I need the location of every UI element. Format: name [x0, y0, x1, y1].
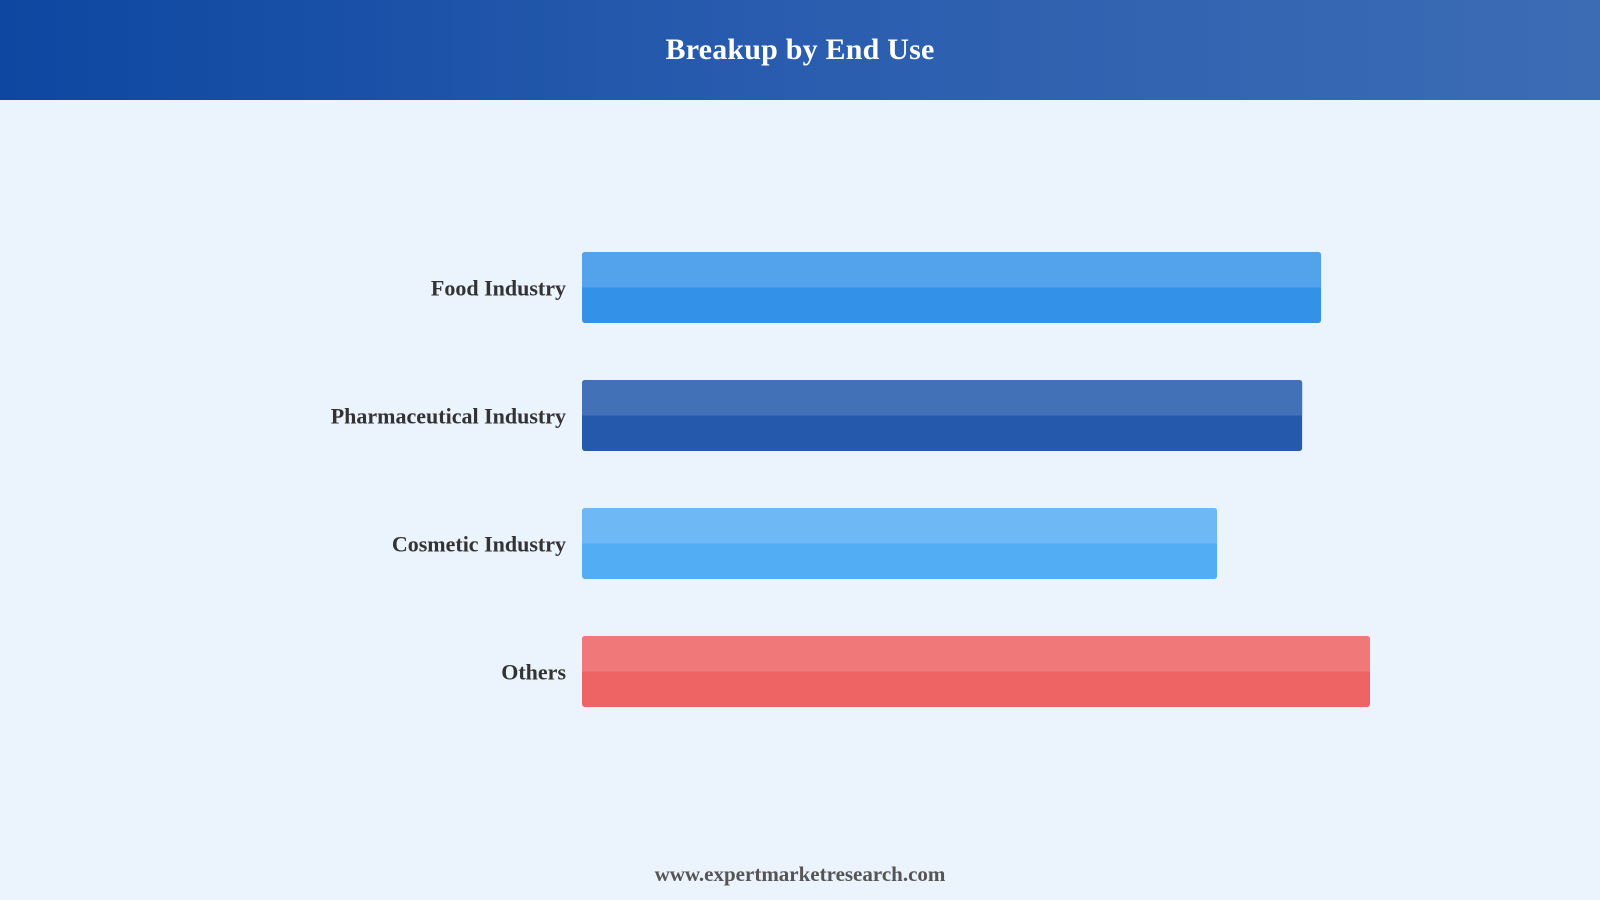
category-label-cosmetic-industry: Cosmetic Industry	[392, 532, 566, 557]
chart-title: Breakup by End Use	[665, 33, 935, 66]
bar-highlight-cosmetic-industry	[582, 508, 1218, 544]
bar-highlight-food-industry	[582, 252, 1322, 288]
source-url: www.expertmarketresearch.com	[654, 862, 946, 886]
bar-cosmetic-industry	[582, 508, 1218, 579]
bar-food-industry	[582, 252, 1322, 323]
chart-header: Breakup by End Use	[0, 0, 1600, 100]
bar-highlight-pharmaceutical-industry	[582, 380, 1303, 416]
category-label-pharmaceutical-industry: Pharmaceutical Industry	[331, 404, 566, 429]
bar-highlight-others	[582, 636, 1370, 672]
bar-pharmaceutical-industry	[582, 380, 1303, 451]
bar-others	[582, 636, 1370, 707]
category-label-others: Others	[501, 660, 566, 685]
category-label-food-industry: Food Industry	[431, 276, 566, 301]
bar-chart: Food Industry Pharmaceutical Industry Cosm…	[331, 252, 1370, 707]
